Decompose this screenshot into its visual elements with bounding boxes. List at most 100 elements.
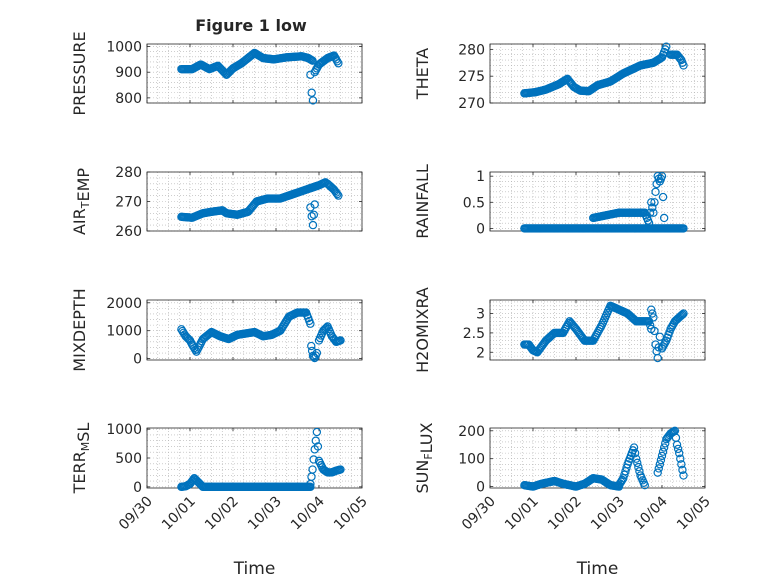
data-point [656, 455, 666, 465]
data-point [306, 203, 315, 212]
data-point [659, 213, 669, 223]
data-point [649, 313, 658, 322]
data-point [653, 353, 662, 363]
y-tick-label: 3 [476, 307, 485, 323]
y-tick-label: 500 [115, 451, 142, 467]
data-point [307, 341, 316, 351]
data-point [659, 443, 669, 452]
series-points [520, 171, 688, 233]
data-point [676, 454, 685, 463]
y-tick-label: 100 [458, 452, 485, 468]
series-points [520, 301, 688, 363]
data-point [321, 324, 330, 333]
subplot-sun_flux: 0 100 200 SUNFLUX 09/30 10/01 10/02 10/03 10/04 1… [413, 422, 714, 579]
data-point [310, 200, 319, 209]
data-point [629, 443, 639, 452]
y-tick-label: 0.5 [463, 195, 485, 211]
data-point [336, 336, 345, 345]
y-tick-label: 260 [115, 224, 142, 240]
y-tick-label: 2.5 [463, 326, 485, 342]
data-point [648, 203, 657, 212]
y-tick-label: 0 [476, 221, 485, 237]
y-axis-label: MIXDEPTH [70, 288, 89, 371]
series-points [520, 426, 688, 491]
data-point [650, 198, 659, 207]
data-point [650, 326, 659, 336]
data-point [645, 208, 655, 217]
data-point [306, 70, 315, 79]
series-points [177, 178, 343, 230]
x-tick-label: 10/03 [588, 494, 628, 534]
axes-box [489, 299, 706, 361]
subplot-theta: 270 275 280 THETA [413, 42, 706, 112]
y-tick-label: 2000 [106, 296, 142, 312]
y-axis-label: RAINFALL [413, 164, 432, 239]
data-point [654, 464, 663, 473]
x-axis-label: Time [233, 559, 276, 579]
data-point [679, 309, 688, 318]
data-point [308, 96, 318, 105]
data-point [657, 171, 667, 181]
data-point [645, 320, 655, 330]
data-point [655, 460, 665, 469]
x-tick-label: 09/30 [116, 494, 156, 534]
y-tick-label: 280 [458, 42, 485, 58]
data-point [630, 448, 640, 458]
y-tick-label: 0 [133, 352, 142, 368]
data-point [649, 208, 658, 217]
subplot-air_temp: 260 270 280 AIRTEMP [70, 165, 363, 240]
y-axis-label: SUNFLUX [413, 422, 436, 493]
data-point [640, 481, 650, 490]
figure-title: Figure 1 low [195, 16, 307, 35]
data-point [672, 440, 682, 449]
series-points [177, 427, 345, 492]
x-tick-label: 10/01 [502, 494, 542, 534]
subplot-terr_msl: 0 500 1000 TERRMSL 09/30 10/01 10/02 10/03 10/04… [70, 422, 371, 579]
subplot-pressure: 800 900 1000 PRESSURE [70, 31, 363, 116]
data-point [679, 471, 688, 480]
data-point [678, 310, 687, 319]
x-tick-label: 10/01 [159, 494, 199, 534]
y-tick-label: 1 [476, 169, 485, 185]
data-point [308, 465, 317, 474]
data-point [658, 447, 668, 456]
x-tick-label: 09/30 [459, 494, 499, 534]
data-point [311, 436, 320, 445]
data-point [662, 42, 671, 51]
data-point [647, 198, 656, 207]
subplot-mixdepth: 0 1000 2000 MIXDEPTH [70, 288, 363, 372]
y-axis-label: THETA [413, 48, 432, 100]
data-point [309, 455, 318, 464]
x-axis-label: Time [576, 559, 619, 579]
x-tick-label: 10/04 [288, 493, 328, 533]
y-axis-label: PRESSURE [70, 31, 89, 115]
y-axis-label: H2OMIXRA [413, 287, 432, 373]
x-tick-label: 10/04 [631, 493, 671, 533]
data-point [309, 210, 319, 219]
data-point [308, 220, 318, 230]
x-tick-label: 10/02 [545, 494, 585, 534]
plot-area [490, 172, 705, 231]
data-point [306, 482, 315, 492]
data-point [657, 451, 667, 461]
data-point [647, 305, 656, 314]
y-tick-label: 275 [458, 69, 485, 85]
axes-box [489, 427, 706, 489]
subplot-rainfall: 0 0.5 1 RAINFALL [413, 164, 706, 239]
data-point [677, 460, 686, 469]
data-point [648, 309, 657, 318]
data-point [632, 454, 641, 463]
y-tick-label: 200 [458, 424, 485, 440]
subplot-h2omixra: 2 2.5 3 H2OMIXRA [413, 287, 706, 373]
data-point [313, 442, 323, 451]
x-tick-label: 10/02 [202, 494, 242, 534]
x-tick-label: 10/03 [245, 494, 285, 534]
y-tick-label: 1000 [106, 40, 142, 56]
series-points [177, 48, 343, 105]
axes-box [146, 43, 363, 104]
data-point [307, 212, 316, 221]
data-point [679, 224, 688, 233]
data-point [618, 475, 627, 485]
data-point [661, 439, 670, 448]
